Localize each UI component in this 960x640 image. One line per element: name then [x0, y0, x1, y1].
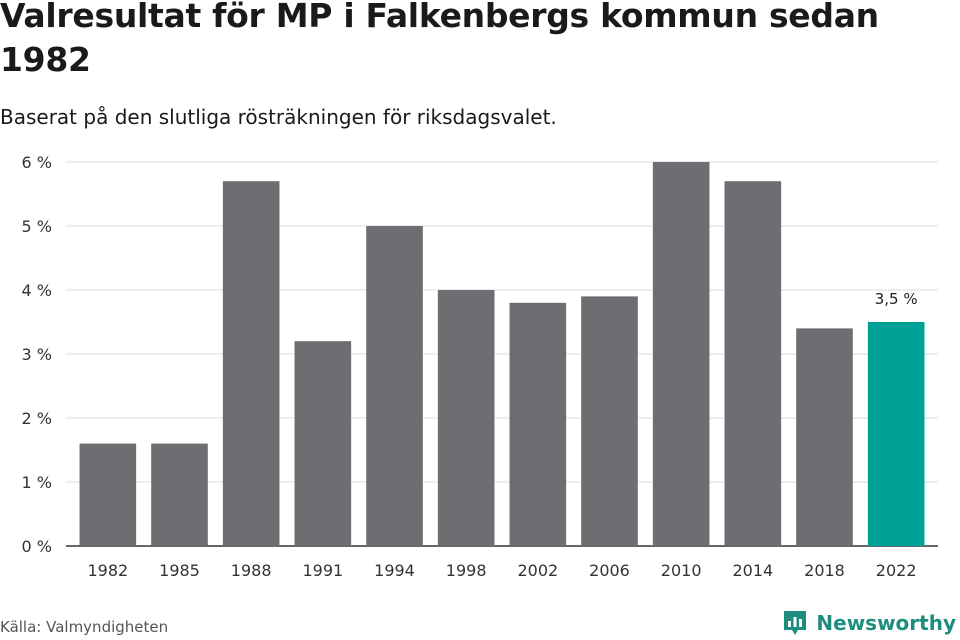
newsworthy-logo-icon	[784, 611, 807, 635]
y-tick-label: 5 %	[22, 217, 52, 236]
bar	[867, 322, 925, 546]
x-tick-label: 1994	[374, 561, 415, 580]
x-tick-label: 1998	[446, 561, 487, 580]
x-tick-label: 2022	[876, 561, 917, 580]
x-tick-label: 2018	[804, 561, 845, 580]
chart-title: Valresultat för MP i Falkenbergs kommun …	[0, 0, 879, 79]
bar	[294, 341, 352, 546]
bars	[79, 162, 925, 546]
bar	[509, 302, 567, 546]
bar	[796, 328, 853, 546]
y-tick-label: 2 %	[22, 409, 52, 428]
x-tick-label: 1985	[159, 561, 200, 580]
y-tick-label: 3 %	[22, 345, 52, 364]
bar	[652, 162, 710, 546]
x-tick-label: 2014	[732, 561, 773, 580]
bar	[724, 181, 782, 546]
x-tick-label: 2006	[589, 561, 630, 580]
brand-logo: Newsworthy	[782, 609, 956, 637]
grid-lines	[66, 161, 938, 547]
bar	[581, 296, 638, 546]
data-label: 3,5 %	[875, 290, 918, 308]
bar	[366, 226, 423, 546]
x-tick-label: 1988	[231, 561, 272, 580]
x-tick-label: 2002	[517, 561, 558, 580]
brand-name: Newsworthy	[816, 611, 956, 635]
labels: 0 % 1 % 2 % 3 % 4 % 5 % 6 % 1982 1985 1988 1991 199…	[22, 153, 918, 580]
y-tick-label: 4 %	[22, 281, 52, 300]
bar	[79, 443, 137, 546]
bar	[151, 443, 208, 546]
chart-subtitle: Baserat på den slutliga rösträkningen fö…	[0, 105, 557, 129]
x-tick-label: 1982	[87, 561, 128, 580]
x-tick-label: 2010	[661, 561, 702, 580]
bar-chart: 0 % 1 % 2 % 3 % 4 % 5 % 6 % 1982 1985 1988 1991 199…	[22, 153, 938, 580]
x-tick-label: 1991	[302, 561, 343, 580]
y-tick-label: 0 %	[22, 537, 52, 556]
source-note: Källa: Valmyndigheten	[0, 618, 169, 636]
bar	[222, 181, 280, 546]
y-tick-label: 6 %	[22, 153, 52, 172]
y-tick-label: 1 %	[22, 473, 52, 492]
bar	[437, 290, 495, 546]
